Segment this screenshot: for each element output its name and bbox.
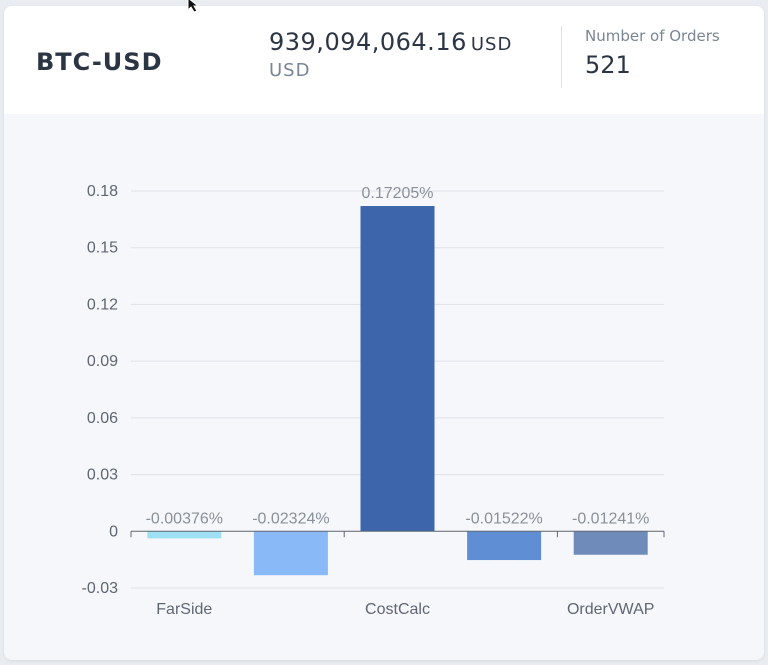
x-tick-label: CostCalc	[365, 601, 430, 618]
bar	[573, 531, 648, 555]
y-tick-label: 0.09	[87, 353, 118, 370]
bar	[253, 531, 328, 576]
order-summary-card: BTC-USD 939,094,064.16 USD USD Number of …	[4, 6, 764, 660]
y-tick-label: 0.06	[87, 410, 118, 427]
bar-chart: -0.03 0 0.03 0.06 0.09 0.12 0.15 0.18 -0.00376% -…	[82, 183, 665, 618]
volume-block: 939,094,064.16 USD USD	[269, 28, 512, 81]
bar	[147, 531, 222, 539]
y-tick-label: 0.15	[87, 240, 118, 257]
header-divider	[561, 26, 562, 88]
x-tick-label: OrderVWAP	[567, 601, 654, 618]
symbol-title: BTC-USD	[36, 48, 163, 76]
y-tick-label: 0.12	[87, 296, 118, 313]
orders-block: Number of Orders 521	[585, 26, 720, 79]
x-tick-label: FarSide	[156, 601, 212, 618]
data-label: 0.17205%	[361, 185, 433, 202]
y-tick-label: 0	[109, 523, 118, 540]
data-label: -0.02324%	[252, 510, 329, 527]
data-label: -0.00376%	[146, 510, 223, 527]
volume-unit: USD	[470, 34, 513, 55]
y-tick-label: -0.03	[82, 580, 119, 597]
data-label: -0.01522%	[465, 510, 542, 527]
bar	[467, 531, 542, 561]
volume-amount: 939,094,064.16	[269, 28, 467, 56]
y-tick-label: 0.03	[87, 467, 118, 484]
orders-value: 521	[585, 51, 631, 79]
mouse-pointer-icon	[187, 0, 200, 12]
chart-area: -0.03 0 0.03 0.06 0.09 0.12 0.15 0.18 -0.00376% -…	[4, 114, 764, 660]
y-tick-label: 0.18	[87, 183, 118, 200]
orders-label: Number of Orders	[585, 27, 720, 45]
bar	[360, 206, 435, 532]
data-label: -0.01241%	[572, 510, 649, 527]
card-header: BTC-USD 939,094,064.16 USD USD Number of …	[4, 6, 764, 114]
volume-unit-secondary: USD	[269, 60, 311, 81]
